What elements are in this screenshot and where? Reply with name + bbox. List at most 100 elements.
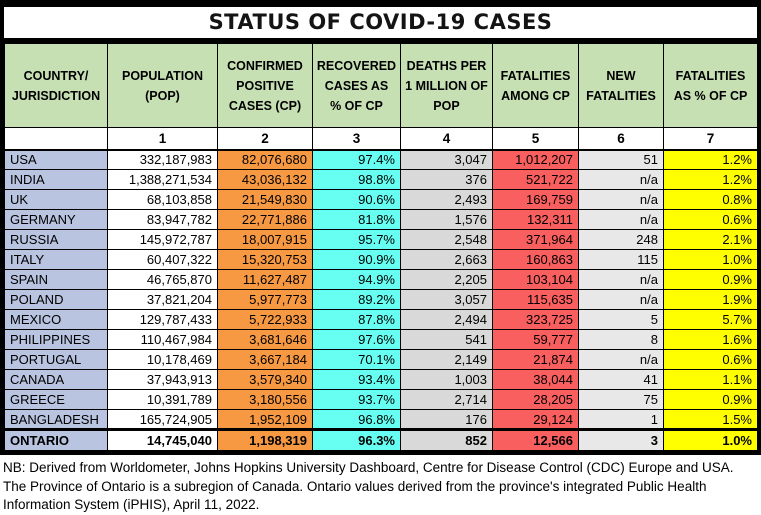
cell-recovered: 93.4%: [312, 369, 401, 390]
cell-fatalities: 521,722: [492, 169, 579, 190]
cell-country: PHILIPPINES: [4, 329, 108, 350]
cell-population: 37,821,204: [107, 289, 218, 310]
header-recovered: RECOVERED CASES AS % OF CP: [312, 43, 401, 128]
cell-recovered: 90.9%: [312, 249, 401, 270]
page-title: STATUS OF COVID-19 CASES: [208, 10, 553, 34]
cell-confirmed: 43,036,132: [217, 169, 313, 190]
cell-newfat: 8: [578, 329, 664, 350]
table-row: INDIA 1,388,271,534 43,036,132 98.8% 376 521,…: [4, 169, 758, 190]
cell-confirmed: 3,681,646: [217, 329, 313, 350]
cell-pct: 0.6%: [663, 209, 758, 230]
cell-confirmed: 15,320,753: [217, 249, 313, 270]
cell-confirmed: 18,007,915: [217, 229, 313, 250]
cell-country: POLAND: [4, 289, 108, 310]
cell-newfat: n/a: [578, 269, 664, 290]
cell-country: ONTARIO: [4, 428, 108, 451]
cell-pct: 1.0%: [663, 249, 758, 270]
cell-fatalities: 169,759: [492, 189, 579, 210]
cell-fatalities: 323,725: [492, 309, 579, 330]
cell-newfat: 3: [578, 428, 664, 451]
cell-newfat: 5: [578, 309, 664, 330]
cell-deaths: 2,205: [400, 269, 493, 290]
cell-pct: 1.9%: [663, 289, 758, 310]
total-row-ontario: ONTARIO 14,745,040 1,198,319 96.3% 852 12,566…: [4, 428, 758, 451]
cell-fatalities: 12,566: [492, 428, 579, 451]
title-bar: STATUS OF COVID-19 CASES: [4, 7, 757, 43]
cell-recovered: 90.6%: [312, 189, 401, 210]
cell-fatalities: 21,874: [492, 349, 579, 370]
cell-confirmed: 1,952,109: [217, 409, 313, 430]
cell-newfat: n/a: [578, 189, 664, 210]
table-row: PORTUGAL 10,178,469 3,667,184 70.1% 2,149 21,…: [4, 349, 758, 370]
column-number-country: [4, 127, 108, 151]
cell-country: SPAIN: [4, 269, 108, 290]
header-population: POPULATION (POP): [107, 43, 218, 128]
cell-population: 1,388,271,534: [107, 169, 218, 190]
cell-recovered: 81.8%: [312, 209, 401, 230]
column-number-deaths: 4: [400, 127, 493, 151]
column-number-newfat: 6: [578, 127, 664, 151]
cell-recovered: 87.8%: [312, 309, 401, 330]
cell-recovered: 89.2%: [312, 289, 401, 310]
cell-deaths: 176: [400, 409, 493, 430]
cell-confirmed: 5,722,933: [217, 309, 313, 330]
cell-newfat: 248: [578, 229, 664, 250]
cell-fatalities: 1,012,207: [492, 149, 579, 170]
cell-fatalities: 103,104: [492, 269, 579, 290]
cell-population: 14,745,040: [107, 428, 218, 451]
cell-population: 68,103,858: [107, 189, 218, 210]
cell-deaths: 852: [400, 428, 493, 451]
cell-confirmed: 22,771,886: [217, 209, 313, 230]
cell-country: INDIA: [4, 169, 108, 190]
column-number-fatalities: 5: [492, 127, 579, 151]
cell-pct: 1.5%: [663, 409, 758, 430]
cell-recovered: 96.3%: [312, 428, 401, 451]
cell-newfat: 41: [578, 369, 664, 390]
cell-fatalities: 28,205: [492, 389, 579, 410]
cell-fatalities: 132,311: [492, 209, 579, 230]
cell-fatalities: 38,044: [492, 369, 579, 390]
cell-deaths: 2,149: [400, 349, 493, 370]
cell-newfat: n/a: [578, 349, 664, 370]
cell-newfat: n/a: [578, 289, 664, 310]
cell-newfat: 115: [578, 249, 664, 270]
table-row: UK 68,103,858 21,549,830 90.6% 2,493 169,759 n…: [4, 189, 758, 210]
table-row: GERMANY 83,947,782 22,771,886 81.8% 1,576 132…: [4, 209, 758, 230]
table-row: BANGLADESH 165,724,905 1,952,109 96.8% 176 29…: [4, 409, 758, 430]
table-row: MEXICO 129,787,433 5,722,933 87.8% 2,494 323,…: [4, 309, 758, 330]
cell-pct: 0.6%: [663, 349, 758, 370]
cell-deaths: 541: [400, 329, 493, 350]
cell-deaths: 2,714: [400, 389, 493, 410]
cell-fatalities: 29,124: [492, 409, 579, 430]
cell-newfat: 1: [578, 409, 664, 430]
cell-country: CANADA: [4, 369, 108, 390]
header-country: COUNTRY/ JURISDICTION: [4, 43, 108, 128]
cell-recovered: 94.9%: [312, 269, 401, 290]
cell-newfat: n/a: [578, 209, 664, 230]
cell-country: MEXICO: [4, 309, 108, 330]
cell-pct: 0.8%: [663, 189, 758, 210]
cell-newfat: 51: [578, 149, 664, 170]
cell-pct: 1.1%: [663, 369, 758, 390]
cell-confirmed: 82,076,680: [217, 149, 313, 170]
cell-population: 46,765,870: [107, 269, 218, 290]
table-row: POLAND 37,821,204 5,977,773 89.2% 3,057 115,6…: [4, 289, 758, 310]
cell-population: 10,391,789: [107, 389, 218, 410]
cell-confirmed: 5,977,773: [217, 289, 313, 310]
cell-pct: 2.1%: [663, 229, 758, 250]
cell-confirmed: 3,180,556: [217, 389, 313, 410]
cell-recovered: 97.6%: [312, 329, 401, 350]
column-number-recovered: 3: [312, 127, 401, 151]
header-newfat: NEW FATALITIES: [578, 43, 664, 128]
header-fatalities: FATALITIES AMONG CP: [492, 43, 579, 128]
cell-country: USA: [4, 149, 108, 170]
column-number-confirmed: 2: [217, 127, 313, 151]
cell-country: GERMANY: [4, 209, 108, 230]
cell-deaths: 3,047: [400, 149, 493, 170]
column-number-pct: 7: [663, 127, 758, 151]
table-row: ITALY 60,407,322 15,320,753 90.9% 2,663 160,8…: [4, 249, 758, 270]
cell-confirmed: 1,198,319: [217, 428, 313, 451]
footnote: NB: Derived from Worldometer, Johns Hopk…: [3, 460, 734, 513]
